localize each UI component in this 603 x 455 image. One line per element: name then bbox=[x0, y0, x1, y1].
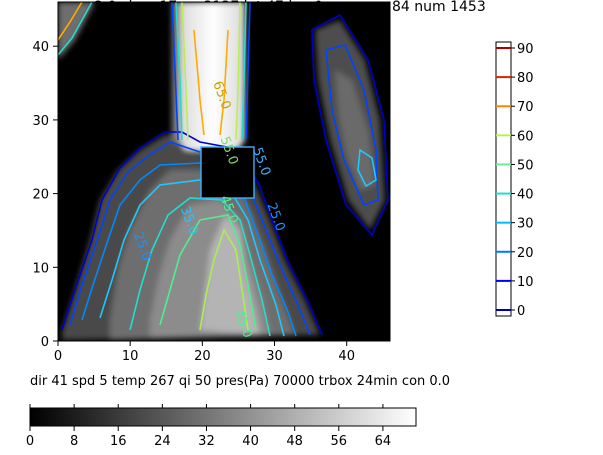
y-tick-label: 10 bbox=[32, 261, 49, 276]
gray-colorbar-label: 24 bbox=[154, 434, 171, 449]
contour-colorbar-label: 60 bbox=[517, 129, 534, 144]
contour-colorbar-label: 30 bbox=[517, 217, 534, 232]
contour-colorbar-label: 50 bbox=[517, 158, 534, 173]
gray-colorbar-label: 48 bbox=[286, 434, 303, 449]
y-tick-label: 30 bbox=[32, 114, 49, 129]
gray-colorbar: 0 8 16 24 32 40 48 56 64 bbox=[26, 404, 417, 449]
gray-colorbar-bar bbox=[29, 407, 417, 427]
gray-colorbar-label: 40 bbox=[242, 434, 259, 449]
x-tick-label: 30 bbox=[266, 349, 283, 364]
contour-colorbar-frame bbox=[495, 41, 512, 317]
masked-box bbox=[201, 147, 254, 198]
x-tick-label: 20 bbox=[194, 349, 211, 364]
contour-colorbar-label: 0 bbox=[517, 304, 525, 319]
gray-colorbar-label: 56 bbox=[331, 434, 348, 449]
y-tick-label: 0 bbox=[41, 335, 49, 350]
plot-frame bbox=[57, 1, 391, 342]
x-axis: 0 10 20 30 40 bbox=[54, 341, 355, 364]
heatmap-plot: 65.055.0 55.035.0 45.0 25.025.045.0 bbox=[58, 2, 390, 341]
x-tick-label: 0 bbox=[54, 349, 62, 364]
x-tick-label: 40 bbox=[338, 349, 355, 364]
contour-lines bbox=[58, 2, 389, 337]
masked-box-outline bbox=[200, 146, 255, 199]
contour-colorbar-label: 10 bbox=[517, 275, 534, 290]
contour-colorbar-label: 40 bbox=[517, 188, 534, 203]
contour-colorbar: 0 10 20 30 40 50 60 70 80 90 bbox=[495, 41, 534, 319]
x-tick-label: 10 bbox=[122, 349, 139, 364]
gray-intensity-field bbox=[58, 2, 385, 340]
contour-colorbar-label: 20 bbox=[517, 246, 534, 261]
contour-colorbar-label: 70 bbox=[517, 100, 534, 115]
gray-colorbar-label: 0 bbox=[26, 434, 34, 449]
gray-colorbar-label: 64 bbox=[375, 434, 392, 449]
contour-colorbar-label: 90 bbox=[517, 42, 534, 57]
gray-colorbar-label: 8 bbox=[70, 434, 78, 449]
y-tick-label: 20 bbox=[32, 188, 49, 203]
gray-colorbar-label: 32 bbox=[198, 434, 215, 449]
y-axis: 0 10 20 30 40 bbox=[32, 40, 58, 350]
contour-colorbar-label: 80 bbox=[517, 71, 534, 86]
gray-colorbar-label: 16 bbox=[110, 434, 127, 449]
y-tick-label: 40 bbox=[32, 40, 49, 55]
footer-annotation: dir 41 spd 5 temp 267 qi 50 pres(Pa) 700… bbox=[30, 374, 450, 389]
